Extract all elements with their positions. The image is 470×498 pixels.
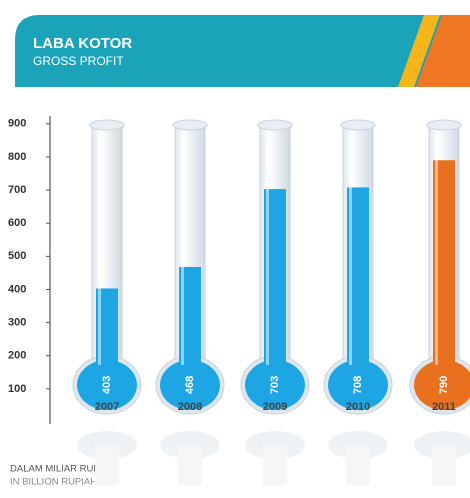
value-label: 703: [269, 376, 281, 394]
x-tick-label: 2009: [263, 401, 287, 413]
y-tick-label: 300: [8, 317, 26, 329]
highlight: [349, 135, 352, 365]
liquid-bulb: [328, 360, 388, 410]
value-label: 468: [184, 376, 196, 394]
note-en: IN BILLION RUPIAH: [10, 477, 97, 488]
y-tick-label: 400: [8, 283, 26, 295]
reflection: [178, 445, 202, 485]
x-tick-label: 2010: [346, 401, 370, 413]
x-tick-label: 2011: [432, 401, 456, 413]
y-tick-label: 500: [8, 250, 26, 262]
chart-title: LABA KOTOR: [33, 35, 132, 52]
liquid: [264, 189, 286, 392]
reflection: [346, 445, 370, 485]
glass-top: [340, 119, 376, 131]
y-tick-label: 200: [8, 350, 26, 362]
chart-subtitle: GROSS PROFIT: [33, 54, 124, 68]
header-banner: [15, 15, 455, 87]
glass-top: [257, 119, 293, 131]
liquid-bulb: [245, 360, 305, 410]
header-stripe: [416, 15, 470, 87]
liquid-bulb: [77, 360, 137, 410]
value-label: 403: [101, 376, 113, 394]
value-label: 708: [352, 376, 364, 394]
liquid: [347, 187, 369, 392]
note: DALAM MILIAR RUPIAH: [10, 464, 116, 475]
y-tick-label: 600: [8, 217, 26, 229]
value-label: 790: [438, 376, 450, 394]
glass-top: [172, 119, 208, 131]
highlight: [98, 135, 101, 365]
y-tick-label: 700: [8, 184, 26, 196]
reflection: [95, 445, 119, 485]
liquid-bulb: [160, 360, 220, 410]
y-tick-label: 100: [8, 383, 26, 395]
x-tick-label: 2008: [178, 401, 202, 413]
highlight: [435, 135, 438, 365]
glass-top: [426, 119, 462, 131]
header-stripe: [398, 15, 440, 87]
y-tick-label: 900: [8, 118, 26, 130]
x-tick-label: 2007: [95, 401, 119, 413]
highlight: [181, 135, 184, 365]
liquid: [433, 160, 455, 392]
glass-top: [89, 119, 125, 131]
reflection: [432, 445, 456, 485]
reflection: [263, 445, 287, 485]
highlight: [266, 135, 269, 365]
y-tick-label: 800: [8, 151, 26, 163]
liquid-bulb: [414, 360, 470, 410]
